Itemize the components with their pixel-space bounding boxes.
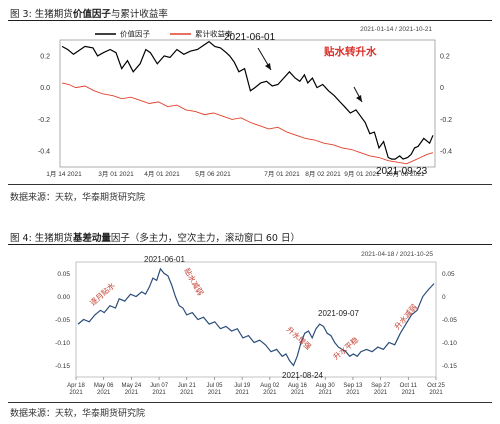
annotation-2021-06-01: 2021-06-01 [144, 255, 185, 264]
x-tick-label: Aug 30 [316, 383, 336, 389]
x-tick-label: Sep 27 [371, 383, 391, 389]
annotation-2021-09-23: 2021-09-23 [376, 166, 428, 177]
left-tick-label: 0.05 [57, 271, 70, 278]
figure-4-left-axis: 0.05 0.00 -0.05 -0.10 -0.15 [55, 271, 70, 370]
figure-3-right-axis: 0.2 0 -0.2 -0.4 [440, 53, 452, 155]
annotation-arrow-head [356, 95, 362, 102]
x-tick-label: Jun 21 [178, 383, 197, 389]
left-tick-label: -0.05 [55, 317, 70, 324]
figure-3-title-a: 生猪期货 [34, 9, 73, 20]
figure-3-date-range: 2021-01-14 / 2021-10-21 [360, 26, 432, 33]
right-tick-label: -0.2 [440, 117, 452, 124]
x-tick-label: Aug 16 [288, 383, 308, 389]
x-tick-label: 1月 14 2021 [46, 170, 82, 178]
series-line-cum-return [61, 82, 434, 165]
x-tick-label: Oct 25 [427, 383, 445, 389]
figure-3-caption: 图 3: 生猪期货价值因子与累计收益率 [10, 6, 168, 20]
x-tick-year: 2021 [180, 390, 194, 396]
right-tick-label: 0.2 [440, 53, 450, 60]
x-tick-label: 9月 01 2021 [344, 170, 380, 178]
left-tick-label: 0.00 [57, 294, 70, 301]
right-tick-label: -0.10 [442, 340, 457, 347]
x-tick-label: Oct 11 [400, 383, 418, 389]
x-tick-year: 2021 [319, 390, 333, 396]
x-tick-label: Jul 19 [234, 383, 251, 389]
right-tick-label: 0 [440, 85, 444, 92]
legend-label-cum-return: 累计收益率 [195, 29, 233, 39]
figure-3-source: 数据来源：天软，华泰期货研究院 [10, 193, 146, 203]
figure-3-x-axis: 1月 14 2021 3月 01 2021 4月 01 2021 5月 06 2… [46, 170, 425, 178]
right-tick-label: 0 [442, 294, 446, 301]
x-tick-label: 3月 01 2021 [98, 170, 134, 178]
x-tick-year: 2021 [236, 390, 250, 396]
x-tick-year: 2021 [291, 390, 305, 396]
x-tick-label: 4月 01 2021 [144, 170, 180, 178]
annotation-monthly-discount: 逐月贴水 [88, 280, 117, 308]
figure-3-title-b: 价值因子 [72, 9, 111, 20]
x-tick-label: 5月 06 2021 [195, 170, 231, 178]
annotation-2021-06-01: 2021-06-01 [224, 32, 276, 43]
x-tick-label: 7月 01 2021 [264, 170, 300, 178]
x-tick-year: 2021 [152, 390, 166, 396]
annotation-premium-stable: 升水平稳 [331, 334, 361, 361]
annotation-2021-08-24: 2021-08-24 [282, 371, 323, 380]
x-tick-year: 2021 [69, 390, 83, 396]
left-tick-label: -0.4 [38, 149, 50, 156]
right-tick-label: 0.05 [442, 271, 455, 278]
x-tick-year: 2021 [374, 390, 388, 396]
x-tick-label: 10月 08 2021 [385, 170, 424, 178]
annotation-discount-weakening: 贴水减弱 [182, 266, 206, 297]
figure-4-caption: 图 4: 生猪期货基差动量因子（多主力，空次主力，滚动窗口 60 日） [10, 230, 300, 244]
x-tick-label: May 24 [122, 383, 142, 389]
x-tick-label: Sep 13 [343, 383, 363, 389]
x-tick-label: Jul 05 [206, 383, 223, 389]
figure-3-bottom-rule [8, 184, 492, 185]
figure-4-bottom-rule [8, 402, 492, 403]
figure-3-plot-frame [59, 39, 436, 168]
figure-4-source: 数据来源：天软，华泰期货研究院 [10, 409, 146, 419]
x-tick-year: 2021 [346, 390, 360, 396]
left-tick-label: -0.2 [38, 117, 50, 124]
x-tick-label: Aug 02 [260, 383, 280, 389]
figure-4-title-b: 基差动量 [72, 233, 111, 244]
figure-4-title-a: 生猪期货 [34, 233, 73, 244]
x-tick-year: 2021 [208, 390, 222, 396]
x-tick-year: 2021 [263, 390, 277, 396]
x-tick-year: 2021 [125, 390, 139, 396]
figure-4-title-c: 因子（多主力，空次主力，滚动窗口 60 日） [110, 233, 300, 244]
annotation-premium-weakening: 升水减弱 [392, 302, 419, 331]
left-tick-label: -0.15 [55, 363, 70, 370]
figure-4-date-range: 2021-04-18 / 2021-10-25 [361, 251, 433, 258]
right-tick-label: -0.05 [442, 317, 457, 324]
annotation-basis-flip: 贴水转升水 [323, 45, 377, 58]
x-tick-label: 8月 02 2021 [305, 170, 341, 178]
right-tick-label: -0.4 [440, 149, 452, 156]
right-tick-label: -0.15 [442, 363, 457, 370]
figure-4-top-rule [8, 244, 492, 245]
figure-3-left-axis: 0.2 0.0 -0.2 -0.4 [38, 53, 50, 155]
left-tick-label: -0.10 [55, 340, 70, 347]
annotation-arrow-head [265, 63, 271, 70]
figure-3-top-rule [8, 20, 492, 21]
left-tick-label: 0.2 [40, 53, 50, 60]
x-tick-year: 2021 [429, 390, 443, 396]
figure-3-prefix: 图 3: [10, 9, 32, 20]
x-tick-year: 2021 [402, 390, 416, 396]
series-line-value-factor [61, 40, 434, 160]
series-line-basis-momentum [77, 267, 435, 367]
x-tick-year: 2021 [97, 390, 111, 396]
legend-label-value-factor: 价值因子 [120, 29, 150, 39]
x-tick-label: May 06 [94, 383, 114, 389]
figure-4-plot-frame [75, 261, 437, 378]
figure-3-title-c: 与累计收益率 [110, 9, 168, 20]
left-tick-label: 0.0 [40, 85, 50, 92]
annotation-2021-09-07: 2021-09-07 [318, 309, 359, 318]
x-tick-label: Jun 07 [150, 383, 169, 389]
x-tick-label: Apr 18 [67, 383, 85, 389]
figure-4-prefix: 图 4: [10, 233, 32, 244]
figure-4-right-axis: 0.05 0 -0.05 -0.10 -0.15 [442, 271, 457, 370]
